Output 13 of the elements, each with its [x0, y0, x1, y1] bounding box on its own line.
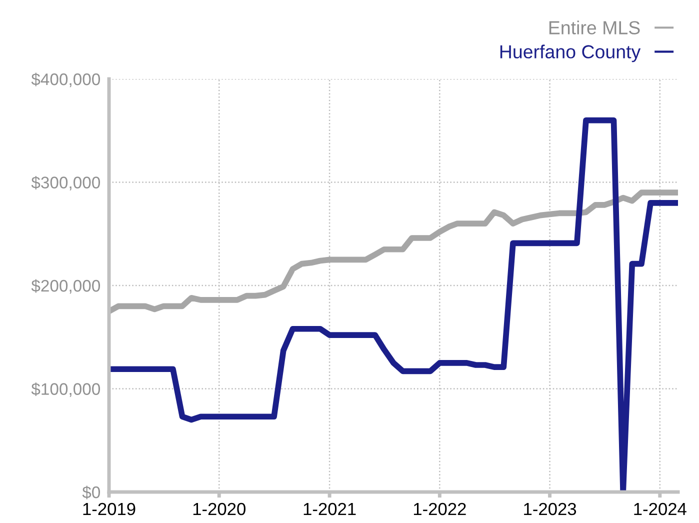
x-tick-label: 1-2024	[634, 502, 686, 516]
y-tick-label: $300,000	[31, 176, 100, 190]
y-tick-label: $0	[82, 486, 100, 500]
legend-label: Huerfano County	[500, 44, 641, 62]
x-tick-label: 1-2021	[304, 502, 356, 516]
x-tick-label: 1-2022	[414, 502, 466, 516]
x-tick-label: 1-2019	[83, 502, 136, 516]
x-tick-label: 1-2023	[524, 502, 576, 516]
legend-label: Entire MLS	[549, 20, 640, 34]
y-tick-label: $200,000	[31, 279, 100, 294]
x-tick-label: 1-2020	[193, 502, 246, 516]
y-tick-label: $100,000	[31, 382, 100, 397]
y-tick-label: $400,000	[31, 72, 100, 88]
